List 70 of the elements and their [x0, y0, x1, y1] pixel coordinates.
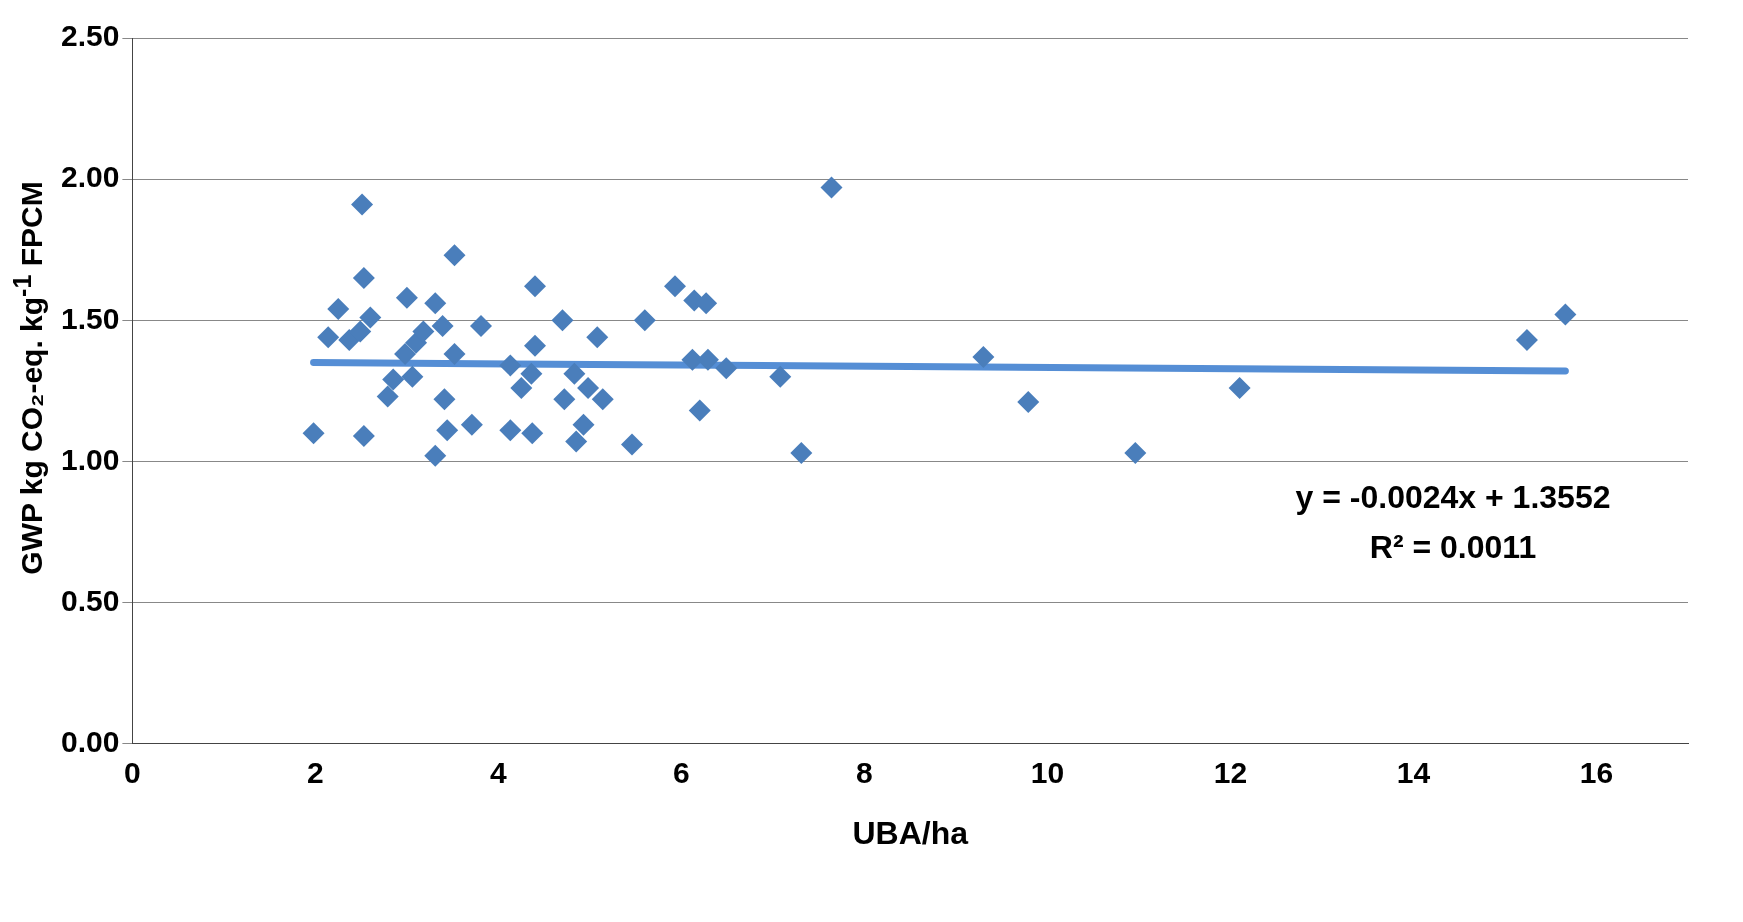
point	[586, 326, 609, 349]
y-tick-label: 1.50	[61, 301, 120, 335]
point	[382, 368, 405, 391]
annotation: y = -0.0024x + 1.3552	[1295, 478, 1611, 515]
x-tick-label: 14	[1396, 755, 1431, 789]
point	[688, 399, 711, 422]
point	[436, 419, 459, 442]
x-axis-title: UBA/ha	[852, 814, 969, 851]
point	[349, 320, 372, 343]
x-tick-label: 4	[490, 755, 508, 789]
point	[790, 441, 813, 464]
point	[577, 376, 600, 399]
point	[563, 362, 586, 385]
point	[520, 362, 543, 385]
x-tick-label: 2	[307, 755, 324, 789]
x-tick-label: 10	[1030, 755, 1065, 789]
point	[352, 424, 375, 447]
point	[1228, 376, 1251, 399]
point	[715, 357, 738, 380]
point	[351, 193, 374, 216]
point	[521, 422, 544, 445]
point	[553, 388, 576, 411]
point	[443, 244, 466, 267]
y-tick-label: 0.50	[61, 583, 120, 617]
point	[424, 444, 447, 467]
point	[1554, 303, 1577, 326]
x-tick-label: 0	[124, 755, 141, 789]
point	[412, 320, 435, 343]
point	[820, 176, 843, 199]
point	[352, 266, 375, 289]
point	[499, 419, 522, 442]
point	[460, 413, 483, 436]
y-tick-label: 0.00	[61, 724, 120, 758]
point	[972, 345, 995, 368]
point	[565, 430, 588, 453]
y-tick-label: 2.50	[61, 19, 120, 53]
point	[510, 376, 533, 399]
point	[359, 306, 382, 329]
point	[376, 385, 399, 408]
point	[401, 365, 424, 388]
point	[317, 326, 340, 349]
y-tick-label: 2.00	[61, 160, 120, 194]
point	[394, 343, 417, 366]
y-tick-label: 1.00	[61, 442, 120, 476]
point	[572, 413, 595, 436]
point	[633, 309, 656, 332]
point	[1124, 441, 1147, 464]
point	[1017, 391, 1040, 414]
point	[1515, 329, 1538, 351]
point	[591, 388, 614, 411]
x-tick-label: 16	[1579, 755, 1614, 789]
point	[302, 422, 325, 445]
point	[499, 354, 522, 377]
point	[424, 292, 447, 315]
point	[433, 388, 456, 411]
x-tick-label: 8	[856, 755, 873, 789]
x-tick-label: 12	[1213, 755, 1248, 789]
point	[524, 275, 547, 298]
point	[551, 309, 574, 332]
point	[769, 365, 792, 388]
point	[621, 433, 644, 456]
point	[443, 343, 466, 366]
annotation: R² = 0.0011	[1369, 528, 1537, 565]
point	[524, 334, 547, 357]
point	[327, 297, 350, 320]
point	[431, 314, 454, 337]
point	[470, 314, 493, 337]
point	[395, 286, 418, 309]
point	[664, 275, 687, 298]
x-tick-label: 6	[673, 755, 690, 789]
